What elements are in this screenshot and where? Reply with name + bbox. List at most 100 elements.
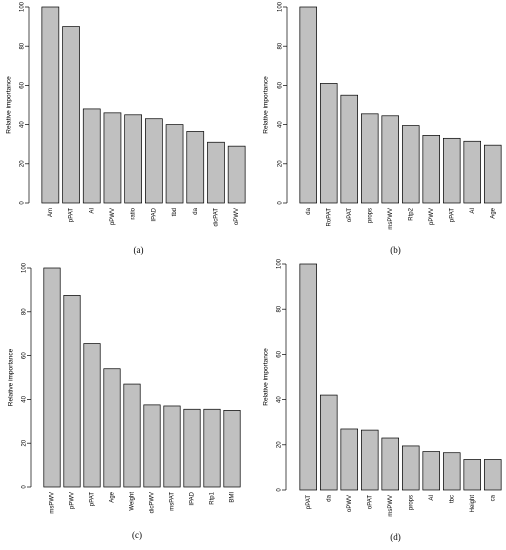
y-tick-label: 40 xyxy=(277,396,283,403)
x-tick-label: props xyxy=(367,208,373,223)
x-tick-label: pPAT xyxy=(449,208,455,222)
bar-tbc xyxy=(442,452,461,491)
bar-msPAT xyxy=(163,405,181,488)
bar-Rtp2 xyxy=(401,125,420,204)
y-axis-title: Relative importance xyxy=(263,348,270,406)
x-tick-label: Rtp1 xyxy=(210,491,216,504)
bar-pPAT xyxy=(442,137,461,204)
bar-pPAT xyxy=(62,26,80,204)
y-tick-label: 40 xyxy=(22,395,28,402)
bar-AI xyxy=(422,451,441,491)
y-axis-title: Relative importance xyxy=(263,76,270,134)
x-tick-label: msPWV xyxy=(388,208,394,230)
bar-RoPAT xyxy=(319,83,338,204)
x-tick-label: oPAT xyxy=(367,495,373,509)
chart-panel-a: 0 20 40 60 80 100 Relative importance Am pPAT AI p… xyxy=(6,1,246,255)
x-tick-label: ratio xyxy=(131,207,137,219)
x-tick-label: Weight xyxy=(130,492,136,511)
panel-caption-b: (b) xyxy=(390,245,401,255)
bar-da xyxy=(299,6,318,204)
x-tick-label: da xyxy=(326,494,332,501)
bar-IPAD xyxy=(145,118,163,204)
bar-Age xyxy=(103,368,121,488)
y-tick-label: 20 xyxy=(278,160,284,167)
y-tick-label: 100 xyxy=(278,1,284,12)
y-tick-label: 0 xyxy=(20,201,26,205)
y-tick-label: 60 xyxy=(277,350,283,357)
x-tick-label: tbd xyxy=(172,208,178,216)
bar-Height xyxy=(463,459,482,491)
bar-props xyxy=(401,445,420,491)
chart-panel-b: 0 20 40 60 80 100 Relative importance da RoPAT oP… xyxy=(263,1,502,255)
x-tick-label: pPAT xyxy=(69,208,75,222)
bar-msPWV xyxy=(43,267,61,488)
bar-pPWV xyxy=(103,112,122,204)
y-tick-label: 100 xyxy=(277,258,283,269)
y-tick-label: 80 xyxy=(277,305,283,312)
bar-Am xyxy=(41,6,60,204)
x-tick-label: Am xyxy=(48,208,54,217)
y-tick-label: 80 xyxy=(22,308,28,315)
y-tick-label: 80 xyxy=(278,42,284,49)
bar-msPWV xyxy=(381,437,400,491)
bar-oPWV xyxy=(340,428,359,491)
x-tick-label: pPWV xyxy=(429,208,435,225)
y-tick-label: 60 xyxy=(22,352,28,359)
y-tick-label: 20 xyxy=(277,441,283,448)
x-tick-label: msPAT xyxy=(170,492,176,511)
y-tick-label: 20 xyxy=(22,439,28,446)
x-tick-label: pPWV xyxy=(110,208,116,225)
bar-pPWV xyxy=(63,295,81,488)
y-tick-label: 0 xyxy=(278,201,284,205)
x-tick-label: AI xyxy=(89,208,95,214)
chart-panel-c: 0 20 40 60 80 100 Relative importance msPWV pPWV… xyxy=(8,262,241,540)
bar-pPAT xyxy=(83,343,101,488)
x-tick-label: props xyxy=(408,495,414,510)
x-tick-label: BMI xyxy=(230,492,236,503)
y-tick-label: 80 xyxy=(20,42,26,49)
y-tick-label: 60 xyxy=(20,81,26,88)
x-tick-label: dicPAT xyxy=(214,208,220,227)
x-tick-label: tbc xyxy=(449,495,455,503)
y-tick-label: 40 xyxy=(278,121,284,128)
bar-msPWV xyxy=(381,115,400,204)
x-tick-label: Age xyxy=(490,207,496,218)
bar-oPAT xyxy=(340,94,359,204)
chart-panel-d: 0 20 40 60 80 100 Relative importance pPAT da oPW… xyxy=(263,258,502,542)
x-tick-label: Height xyxy=(470,495,476,513)
bar-dicPAT xyxy=(207,141,225,204)
x-tick-label: IPAD xyxy=(190,491,196,505)
bar-BMI xyxy=(223,410,241,488)
bar-oPWV xyxy=(227,145,246,204)
x-tick-label: oPWV xyxy=(347,495,353,512)
x-tick-label: pPAT xyxy=(306,495,312,509)
bar-Weight xyxy=(123,383,141,488)
y-tick-label: 40 xyxy=(20,121,26,128)
bar-dicPWV xyxy=(143,404,161,488)
y-tick-label: 100 xyxy=(22,262,28,273)
x-tick-label: msPWV xyxy=(50,492,56,514)
x-tick-label: oPAT xyxy=(347,208,353,222)
y-tick-label: 0 xyxy=(277,488,283,492)
x-tick-label: Rtp2 xyxy=(408,207,414,220)
y-axis-title: Relative importance xyxy=(6,76,13,134)
panel-caption-c: (c) xyxy=(132,530,142,540)
bar-da xyxy=(186,131,205,204)
x-tick-label: dicPWV xyxy=(150,492,156,513)
bar-props xyxy=(360,113,379,204)
bar-Age xyxy=(483,144,502,204)
panel-caption-d: (d) xyxy=(390,532,401,542)
bar-tbd xyxy=(165,124,184,204)
y-tick-label: 0 xyxy=(22,485,28,489)
bar-Rtp1 xyxy=(203,408,221,488)
x-tick-label: AI xyxy=(429,495,435,501)
y-tick-label: 100 xyxy=(20,1,26,12)
bar-AI xyxy=(82,108,101,204)
bar-ca xyxy=(483,459,502,491)
panel-caption-a: (a) xyxy=(134,245,144,255)
y-tick-label: 60 xyxy=(278,81,284,88)
x-tick-label: ca xyxy=(490,494,496,501)
bar-pPAT xyxy=(299,263,318,491)
x-tick-label: IPAD xyxy=(151,207,157,221)
